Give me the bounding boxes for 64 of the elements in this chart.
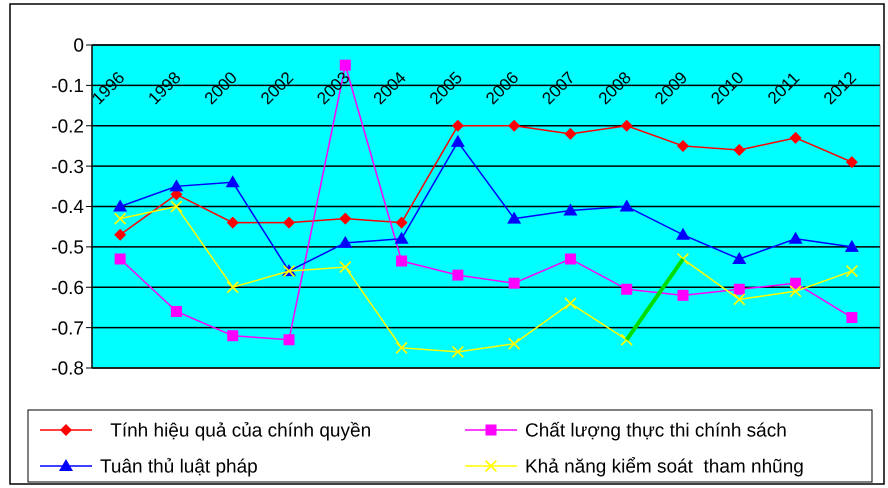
point <box>621 284 632 295</box>
point <box>620 120 633 132</box>
point <box>677 140 689 152</box>
y-tick-label: -0.7 <box>51 318 84 340</box>
point <box>733 144 746 156</box>
y-tick-label: -0.3 <box>51 156 84 178</box>
legend-label: Khả năng kiểm soát tham nhũng <box>525 456 804 478</box>
point <box>339 212 352 225</box>
y-tick-label: -0.2 <box>51 116 84 138</box>
legend-label: Tính hiệu quả của chính quyền <box>100 420 372 442</box>
point <box>284 334 294 346</box>
point <box>452 270 464 281</box>
point <box>507 212 522 224</box>
point <box>790 278 802 289</box>
point <box>226 175 240 188</box>
point <box>846 156 858 168</box>
point <box>114 212 126 225</box>
point <box>508 338 520 350</box>
legend-label: Tuân thủ luật pháp <box>100 456 258 478</box>
point <box>394 232 409 244</box>
point <box>226 281 239 294</box>
point <box>844 240 859 252</box>
point <box>338 236 352 248</box>
point <box>733 293 746 306</box>
point <box>788 232 803 244</box>
point <box>170 306 182 317</box>
point <box>790 132 802 144</box>
point <box>283 216 295 229</box>
y-tick-label: -0.6 <box>51 278 84 299</box>
point <box>846 312 858 324</box>
point <box>620 200 634 212</box>
y-tick-label: -0.4 <box>51 197 84 218</box>
point <box>732 252 746 264</box>
point <box>508 278 520 289</box>
point <box>678 290 688 301</box>
y-tick-label: -0.1 <box>51 76 84 98</box>
point <box>227 330 238 342</box>
point <box>396 342 408 354</box>
point <box>734 284 745 295</box>
y-tick-label: -0.5 <box>51 238 84 259</box>
point <box>450 134 465 147</box>
legend-label: Chất lượng thực thi chính sách <box>525 420 787 442</box>
point <box>790 285 802 298</box>
point <box>564 297 576 310</box>
point <box>452 346 464 358</box>
point <box>340 60 351 71</box>
point <box>846 265 858 278</box>
point <box>339 261 352 274</box>
point <box>170 200 182 212</box>
y-tick-label: 0 <box>73 36 84 57</box>
point <box>564 128 576 140</box>
y-tick-label: -0.8 <box>51 358 84 380</box>
point <box>452 120 464 132</box>
point <box>396 216 408 229</box>
point <box>564 253 576 264</box>
point <box>114 253 126 264</box>
point <box>676 228 690 240</box>
point <box>114 228 126 241</box>
point <box>508 120 520 132</box>
point <box>563 204 578 216</box>
point <box>396 256 408 267</box>
point <box>226 216 239 229</box>
point <box>169 179 184 192</box>
point <box>113 200 128 212</box>
